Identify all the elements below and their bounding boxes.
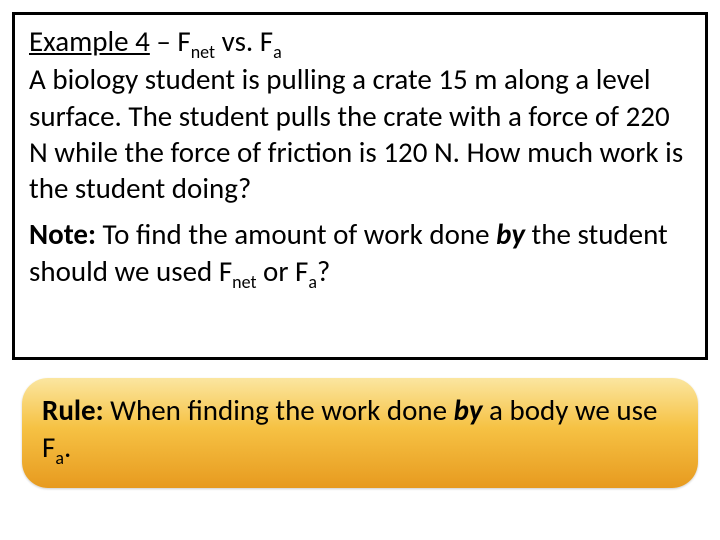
example-body: A biology student is pulling a crate 15 … [29,61,691,206]
note-text4: ? [317,253,330,289]
example-title-sub1: net [191,41,215,63]
example-title-sub2: a [273,41,282,63]
rule-sub: a [55,447,64,469]
example-title-vs: vs. F [215,23,273,59]
rule-by: by [454,392,483,428]
rule-text: Rule: When finding the work done by a bo… [42,392,678,466]
example-note: Note: To find the amount of work done by… [29,216,691,289]
rule-box: Rule: When finding the work done by a bo… [22,378,698,488]
rule-text1: When finding the work done [104,392,454,428]
note-text3: or F [256,253,308,289]
rule-label: Rule: [42,392,104,428]
note-sub1: net [232,270,256,292]
note-text1: To find the amount of work done [96,216,496,252]
note-by: by [496,216,525,252]
example-title: Example 4 – Fnet vs. Fa [29,23,691,59]
example-title-mid: – F [150,23,191,59]
note-sub2: a [308,270,317,292]
note-label: Note: [29,216,96,252]
rule-text3: . [64,429,71,465]
example-title-prefix: Example 4 [29,23,150,59]
example-box: Example 4 – Fnet vs. Fa A biology studen… [12,12,708,360]
